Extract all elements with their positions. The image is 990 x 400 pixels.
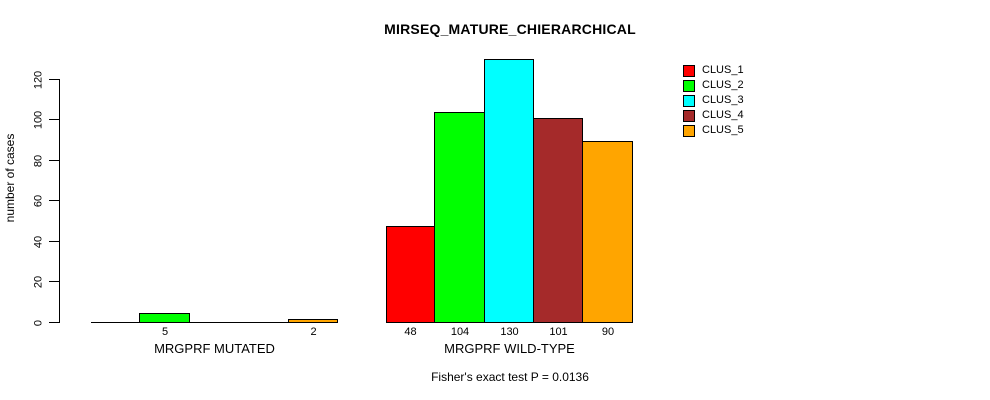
- y-tick-label: 80: [32, 154, 45, 168]
- footer-note: Fisher's exact test P = 0.0136: [431, 370, 589, 384]
- category-label: MRGPRF WILD-TYPE: [444, 341, 575, 356]
- y-tick-mark: [49, 160, 59, 161]
- bar-clus_3-group2: [484, 59, 534, 323]
- legend-color-swatch: [683, 94, 695, 107]
- bar-clus_5-group2: [582, 141, 633, 323]
- zero-bar-clus_1-group1: [91, 322, 141, 323]
- y-tick-mark: [49, 200, 59, 201]
- legend-label: CLUS_4: [702, 109, 744, 121]
- legend-color-swatch: [683, 109, 695, 122]
- bar-value-label: 104: [450, 326, 470, 338]
- y-axis-line: [59, 79, 60, 323]
- zero-bar-clus_3-group1: [190, 322, 240, 323]
- legend-item-clus_4: CLUS_4: [683, 109, 744, 122]
- legend-color-swatch: [683, 79, 695, 92]
- y-tick-label: 60: [32, 194, 45, 208]
- y-tick-label: 0: [32, 319, 45, 327]
- y-tick-label: 40: [32, 235, 45, 249]
- legend-label: CLUS_3: [702, 94, 744, 106]
- y-tick-mark: [49, 322, 59, 323]
- y-tick-label: 100: [32, 110, 45, 130]
- y-axis-title: number of cases: [3, 133, 17, 223]
- legend-item-clus_3: CLUS_3: [683, 94, 744, 107]
- bar-value-label: 48: [404, 326, 417, 338]
- y-tick-mark: [49, 281, 59, 282]
- legend-item-clus_5: CLUS_5: [683, 124, 744, 137]
- y-tick-mark: [49, 119, 59, 120]
- y-tick-label: 120: [32, 70, 45, 90]
- bar-value-label: 90: [601, 326, 615, 338]
- bar-clus_2-group2: [434, 112, 485, 323]
- bar-clus_1-group2: [386, 226, 435, 323]
- chart-title: MIRSEQ_MATURE_CHIERARCHICAL: [384, 21, 636, 37]
- legend-label: CLUS_1: [702, 64, 744, 76]
- y-tick-label: 20: [32, 275, 45, 289]
- legend-color-swatch: [683, 124, 695, 137]
- bar-value-label: 2: [310, 326, 317, 338]
- bar-clus_2-group1: [139, 313, 190, 323]
- legend-label: CLUS_2: [702, 79, 744, 91]
- category-label: MRGPRF MUTATED: [154, 341, 275, 356]
- legend-item-clus_2: CLUS_2: [683, 79, 744, 92]
- y-tick-mark: [49, 241, 59, 242]
- y-tick-mark: [49, 79, 59, 80]
- bar-value-label: 5: [161, 326, 169, 338]
- zero-bar-clus_4-group1: [239, 322, 290, 323]
- legend-color-swatch: [683, 64, 695, 77]
- legend-item-clus_1: CLUS_1: [683, 64, 744, 77]
- legend-label: CLUS_5: [702, 124, 744, 136]
- bar-value-label: 101: [549, 326, 568, 338]
- bar-clus_4-group2: [533, 118, 583, 323]
- bar-value-label: 130: [500, 326, 519, 338]
- bar-clus_5-group1: [288, 319, 338, 323]
